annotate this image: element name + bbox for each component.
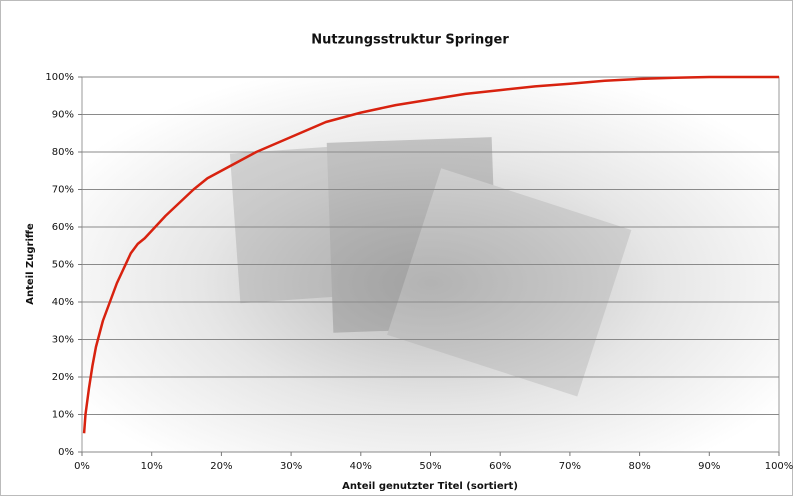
x-tick-label: 100% [765,461,793,472]
x-tick-label: 0% [74,461,90,472]
x-tick-label: 30% [280,461,302,472]
x-tick-label: 80% [628,461,650,472]
y-tick-label: 30% [52,335,74,346]
y-tick-label: 50% [52,260,74,271]
y-axis-label: Anteil Zugriffe [25,223,36,305]
y-tick-label: 10% [52,410,74,421]
x-tick-label: 20% [210,461,232,472]
x-tick-label: 40% [350,461,372,472]
x-tick-label: 90% [698,461,720,472]
y-tick-label: 80% [52,147,74,158]
chart-title: Nutzungsstruktur Springer [311,33,509,48]
x-tick-label: 70% [559,461,581,472]
x-axis-label: Anteil genutzter Titel (sortiert) [342,481,518,492]
y-tick-label: 20% [52,372,74,383]
y-tick-label: 40% [52,297,74,308]
x-tick-label: 50% [419,461,441,472]
x-tick-label: 60% [489,461,511,472]
y-tick-label: 90% [52,110,74,121]
x-tick-label: 10% [141,461,163,472]
data-line [82,75,779,434]
y-tick-label: 70% [52,185,74,196]
y-tick-label: 100% [45,72,74,83]
y-tick-label: 0% [58,447,74,458]
y-tick-label: 60% [52,222,74,233]
